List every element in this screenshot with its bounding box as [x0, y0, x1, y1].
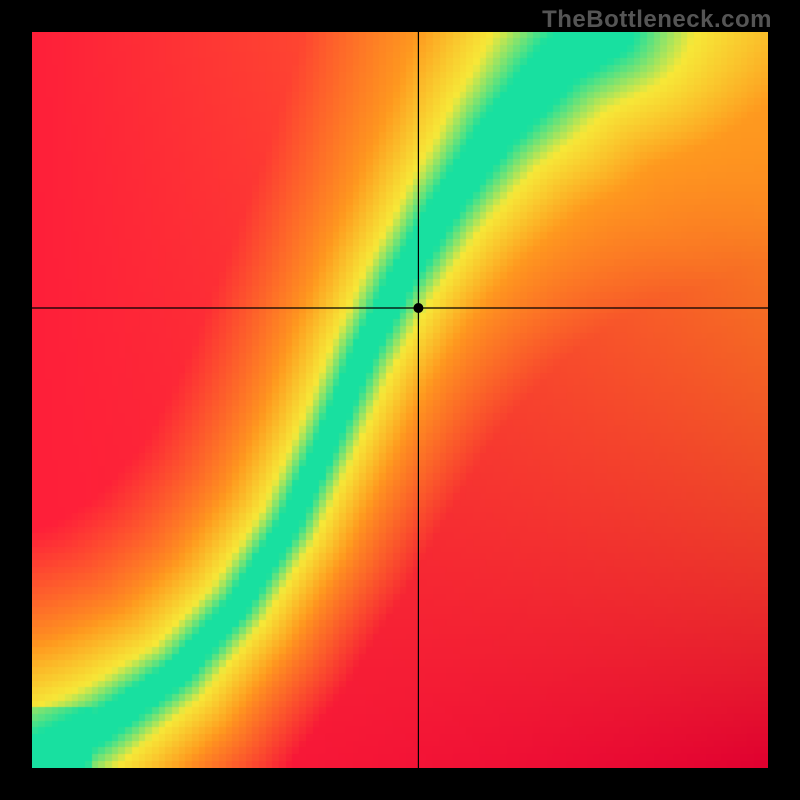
chart-container: TheBottleneck.com [0, 0, 800, 800]
watermark-text: TheBottleneck.com [542, 6, 772, 33]
watermark: TheBottleneck.com [542, 6, 772, 34]
bottleneck-heatmap [32, 32, 768, 768]
